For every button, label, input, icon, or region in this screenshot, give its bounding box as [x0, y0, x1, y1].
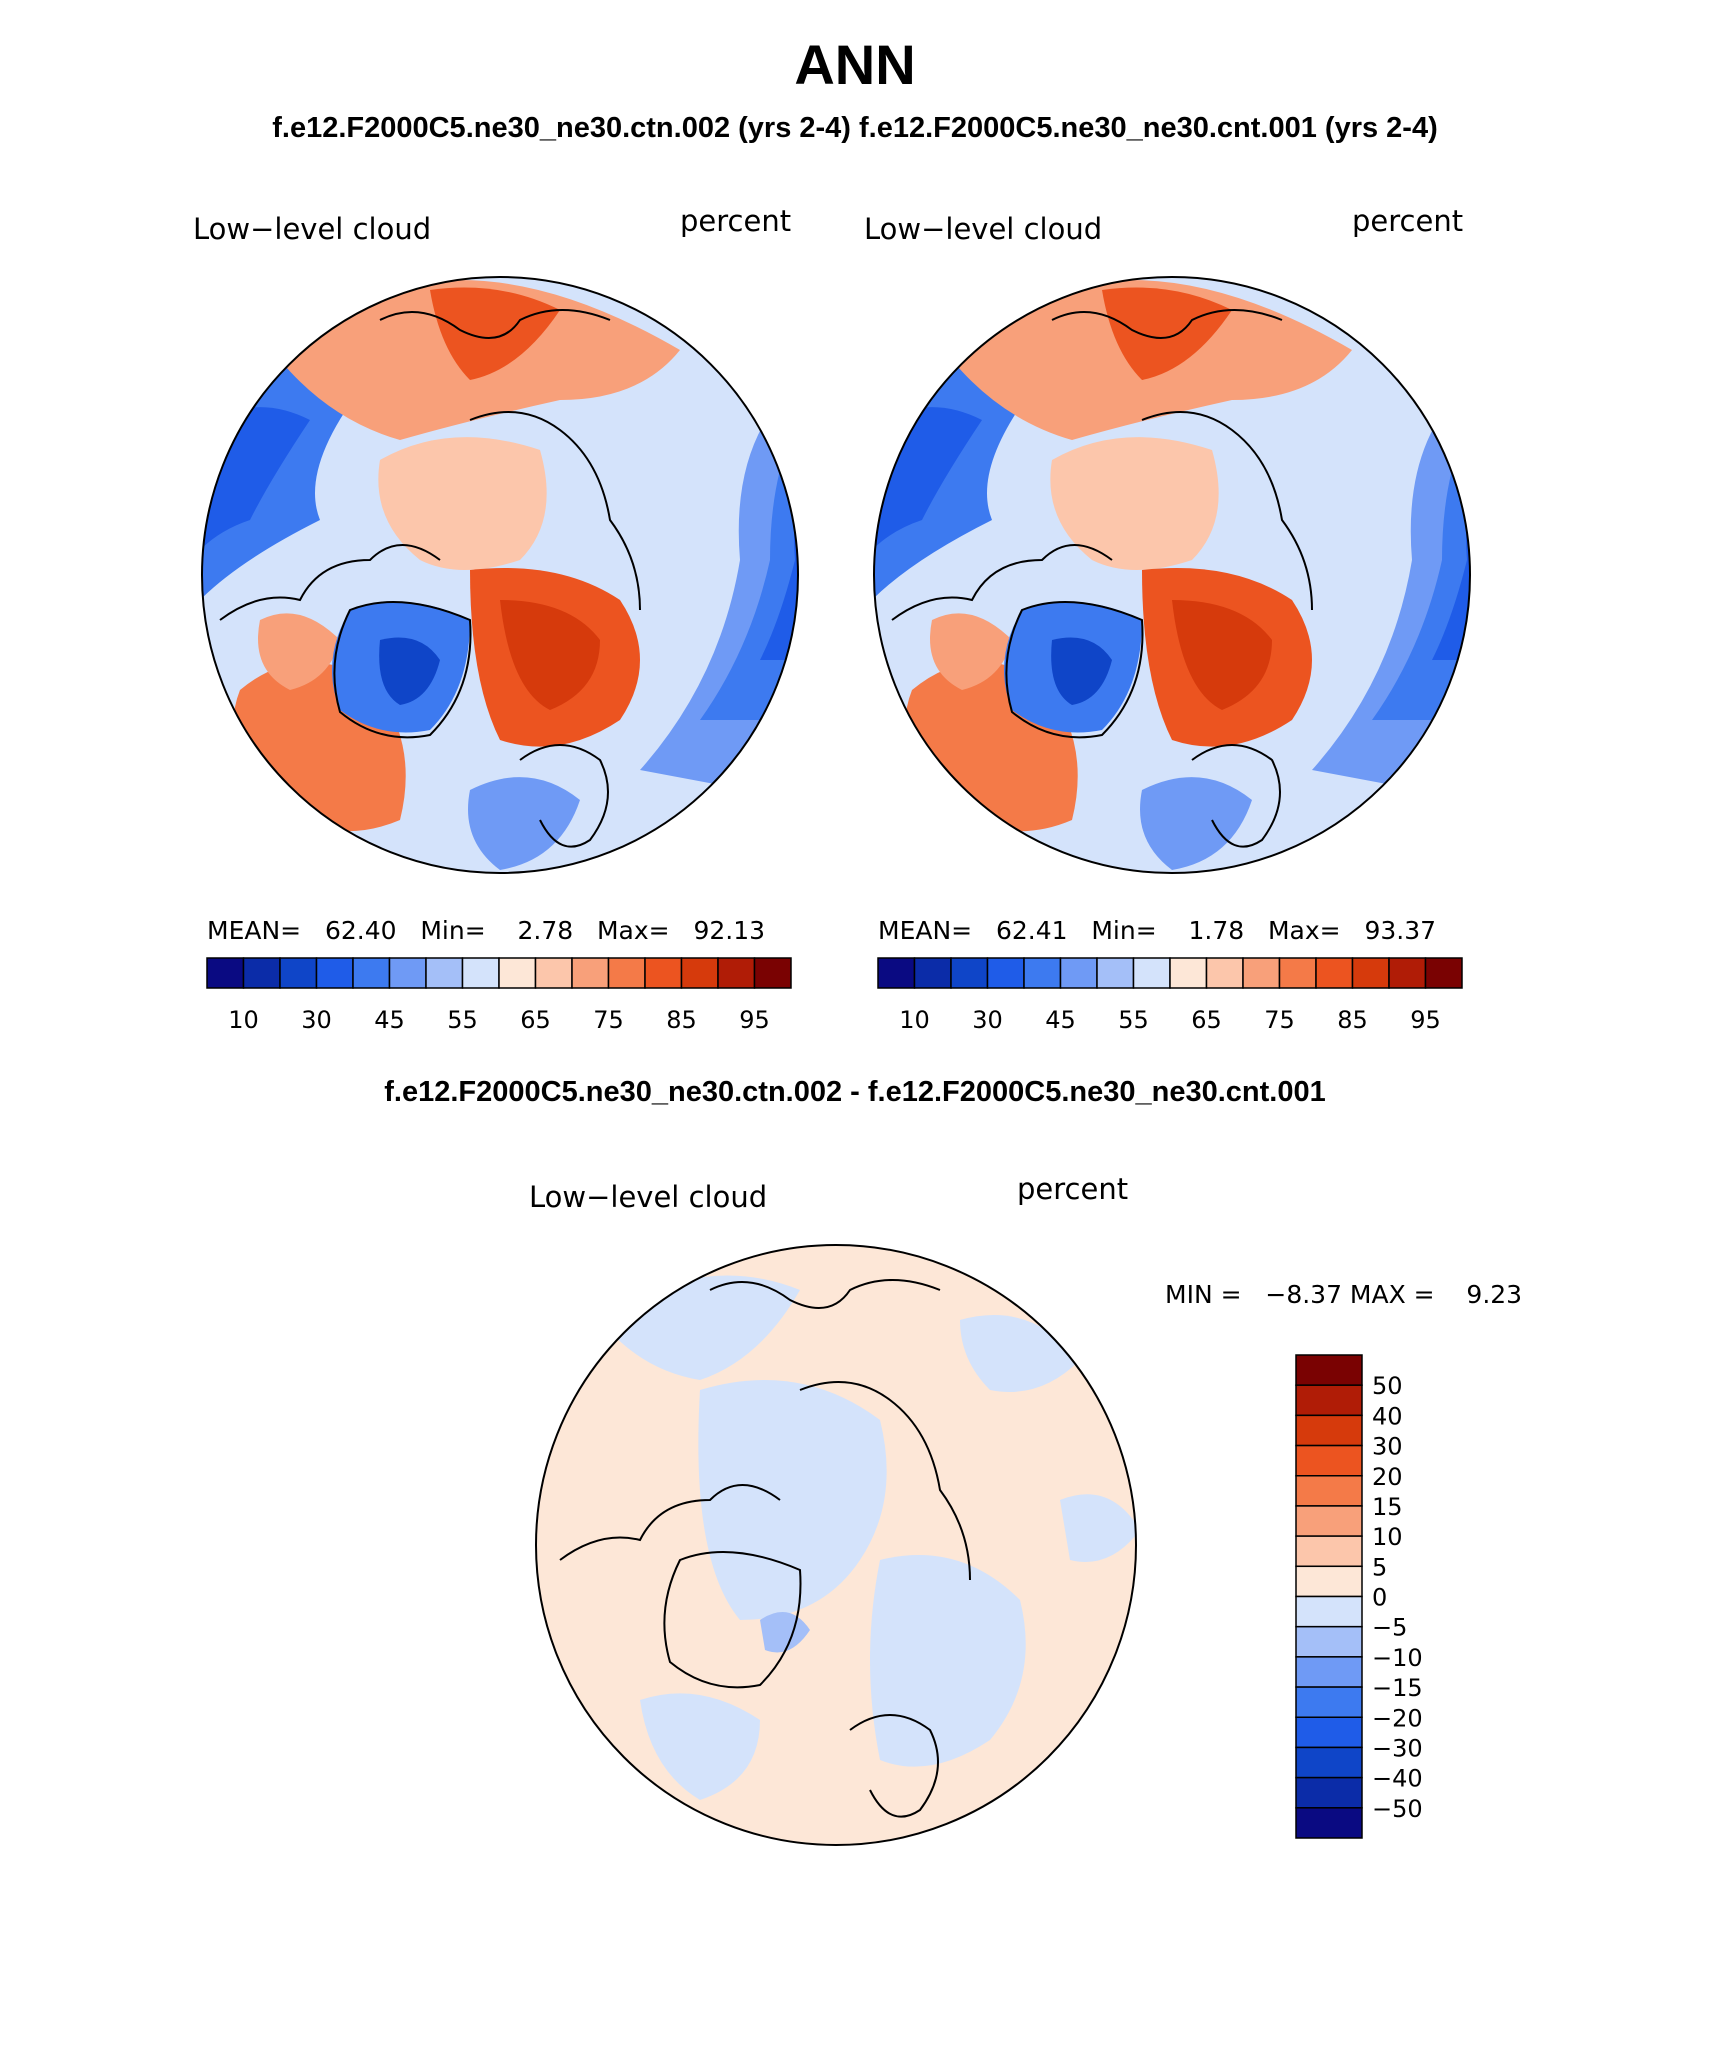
- colorbar-swatch: [717, 957, 756, 989]
- colorbar-swatch: [1295, 1686, 1363, 1718]
- colorbar-tick-label: 20: [1372, 1463, 1403, 1491]
- colorbar-tick-label: 0: [1372, 1584, 1387, 1612]
- panel2-map: [873, 276, 1471, 874]
- colorbar-swatch: [950, 957, 989, 989]
- colorbar-swatch: [1295, 1475, 1363, 1507]
- colorbar-swatch: [877, 957, 916, 989]
- colorbar-swatch: [1351, 957, 1390, 989]
- colorbar-swatch: [571, 957, 610, 989]
- panel1-colorbar: 10 30 45 55 65 75 85 95: [206, 957, 792, 1034]
- panel1-stats: MEAN= 62.40 Min= 2.78 Max= 92.13: [207, 916, 766, 945]
- colorbar-swatch: [1315, 957, 1354, 989]
- colorbar-swatch: [1295, 1807, 1363, 1839]
- colorbar-swatch: [680, 957, 719, 989]
- colorbar-swatch: [1132, 957, 1171, 989]
- colorbar-tick-label: 85: [1337, 1006, 1368, 1034]
- panel2-units-label: percent: [1352, 204, 1464, 238]
- colorbar-swatch: [1295, 1565, 1363, 1598]
- difference-map: [535, 1244, 1137, 1846]
- colorbar-tick-label: −5: [1372, 1614, 1407, 1642]
- colorbar-tick-label: 45: [1045, 1006, 1076, 1034]
- colorbar-swatch: [1023, 957, 1062, 989]
- panel2-stats: MEAN= 62.41 Min= 1.78 Max= 93.37: [878, 916, 1437, 945]
- colorbar-tick-label: 55: [447, 1006, 478, 1034]
- colorbar-tick-label: 10: [899, 1006, 930, 1034]
- colorbar-swatch: [1295, 1505, 1363, 1537]
- colorbar-swatch: [986, 957, 1025, 989]
- colorbar-swatch: [498, 957, 537, 989]
- colorbar-tick-label: 10: [1372, 1523, 1403, 1551]
- colorbar-tick-label: 75: [593, 1006, 624, 1034]
- diff-minmax: MIN = −8.37 MAX = 9.23: [1165, 1280, 1523, 1309]
- colorbar-swatch: [753, 957, 792, 989]
- colorbar-swatch: [1169, 957, 1208, 989]
- colorbar-tick-label: −20: [1372, 1704, 1423, 1732]
- colorbar-tick-label: 85: [666, 1006, 697, 1034]
- colorbar-tick-label: 50: [1372, 1372, 1403, 1400]
- colorbar-tick-label: −50: [1372, 1795, 1423, 1823]
- colorbar-swatch: [534, 957, 573, 989]
- colorbar-tick-label: 30: [972, 1006, 1003, 1034]
- colorbar-swatch: [607, 957, 646, 989]
- colorbar-tick-label: 55: [1118, 1006, 1149, 1034]
- colorbar-swatch: [1295, 1746, 1363, 1779]
- colorbar-tick-label: 95: [739, 1006, 770, 1034]
- panel2-variable-label: Low−level cloud: [864, 212, 1103, 246]
- colorbar-swatch: [1295, 1625, 1363, 1658]
- colorbar-swatch: [1242, 957, 1281, 989]
- panel1-map: [201, 276, 799, 874]
- colorbar-swatch: [1295, 1716, 1363, 1749]
- colorbar-tick-label: −10: [1372, 1644, 1423, 1672]
- colorbar-swatch: [1295, 1656, 1363, 1688]
- colorbar-swatch: [1424, 957, 1463, 989]
- colorbar-tick-label: 65: [520, 1006, 551, 1034]
- colorbar-swatch: [1388, 957, 1427, 989]
- figure-subtitle: f.e12.F2000C5.ne30_ne30.ctn.002 (yrs 2-4…: [272, 112, 1438, 144]
- colorbar-swatch: [1295, 1384, 1363, 1417]
- colorbar-swatch: [1295, 1595, 1363, 1628]
- colorbar-tick-label: 40: [1372, 1402, 1403, 1430]
- colorbar-swatch: [279, 957, 318, 989]
- colorbar-tick-label: −15: [1372, 1674, 1423, 1702]
- colorbar-swatch: [1295, 1535, 1363, 1568]
- panel1-variable-label: Low−level cloud: [193, 212, 432, 246]
- colorbar-swatch: [206, 957, 245, 989]
- difference-title: f.e12.F2000C5.ne30_ne30.ctn.002 - f.e12.…: [384, 1076, 1326, 1108]
- colorbar-tick-label: 45: [374, 1006, 405, 1034]
- colorbar-swatch: [1278, 957, 1317, 989]
- colorbar-swatch: [425, 957, 464, 989]
- colorbar-swatch: [1059, 957, 1098, 989]
- colorbar-swatch: [388, 957, 427, 989]
- colorbar-swatch: [1295, 1414, 1363, 1447]
- colorbar-swatch: [1295, 1354, 1363, 1386]
- colorbar-tick-label: −30: [1372, 1734, 1423, 1762]
- colorbar-tick-label: 75: [1264, 1006, 1295, 1034]
- colorbar-swatch: [352, 957, 391, 989]
- colorbar-tick-label: 10: [228, 1006, 259, 1034]
- colorbar-swatch: [1205, 957, 1244, 989]
- colorbar-swatch: [461, 957, 500, 989]
- colorbar-tick-label: −40: [1372, 1765, 1423, 1793]
- colorbar-swatch: [644, 957, 683, 989]
- colorbar-tick-label: 95: [1410, 1006, 1441, 1034]
- colorbar-tick-label: 15: [1372, 1493, 1403, 1521]
- colorbar-swatch: [1096, 957, 1135, 989]
- colorbar-swatch: [315, 957, 354, 989]
- colorbar-swatch: [1295, 1776, 1363, 1809]
- diff-units-label: percent: [1017, 1172, 1129, 1206]
- colorbar-tick-label: 30: [1372, 1433, 1403, 1461]
- colorbar-swatch: [242, 957, 281, 989]
- diff-variable-label: Low−level cloud: [529, 1180, 768, 1214]
- panel2-colorbar: 10 30 45 55 65 75 85 95: [877, 957, 1463, 1034]
- figure-title: ANN: [794, 33, 916, 96]
- colorbar-tick-label: 30: [301, 1006, 332, 1034]
- colorbar-tick-label: 5: [1372, 1553, 1387, 1581]
- colorbar-swatch: [1295, 1444, 1363, 1477]
- panel1-units-label: percent: [680, 204, 792, 238]
- colorbar-tick-label: 65: [1191, 1006, 1222, 1034]
- colorbar-swatch: [913, 957, 952, 989]
